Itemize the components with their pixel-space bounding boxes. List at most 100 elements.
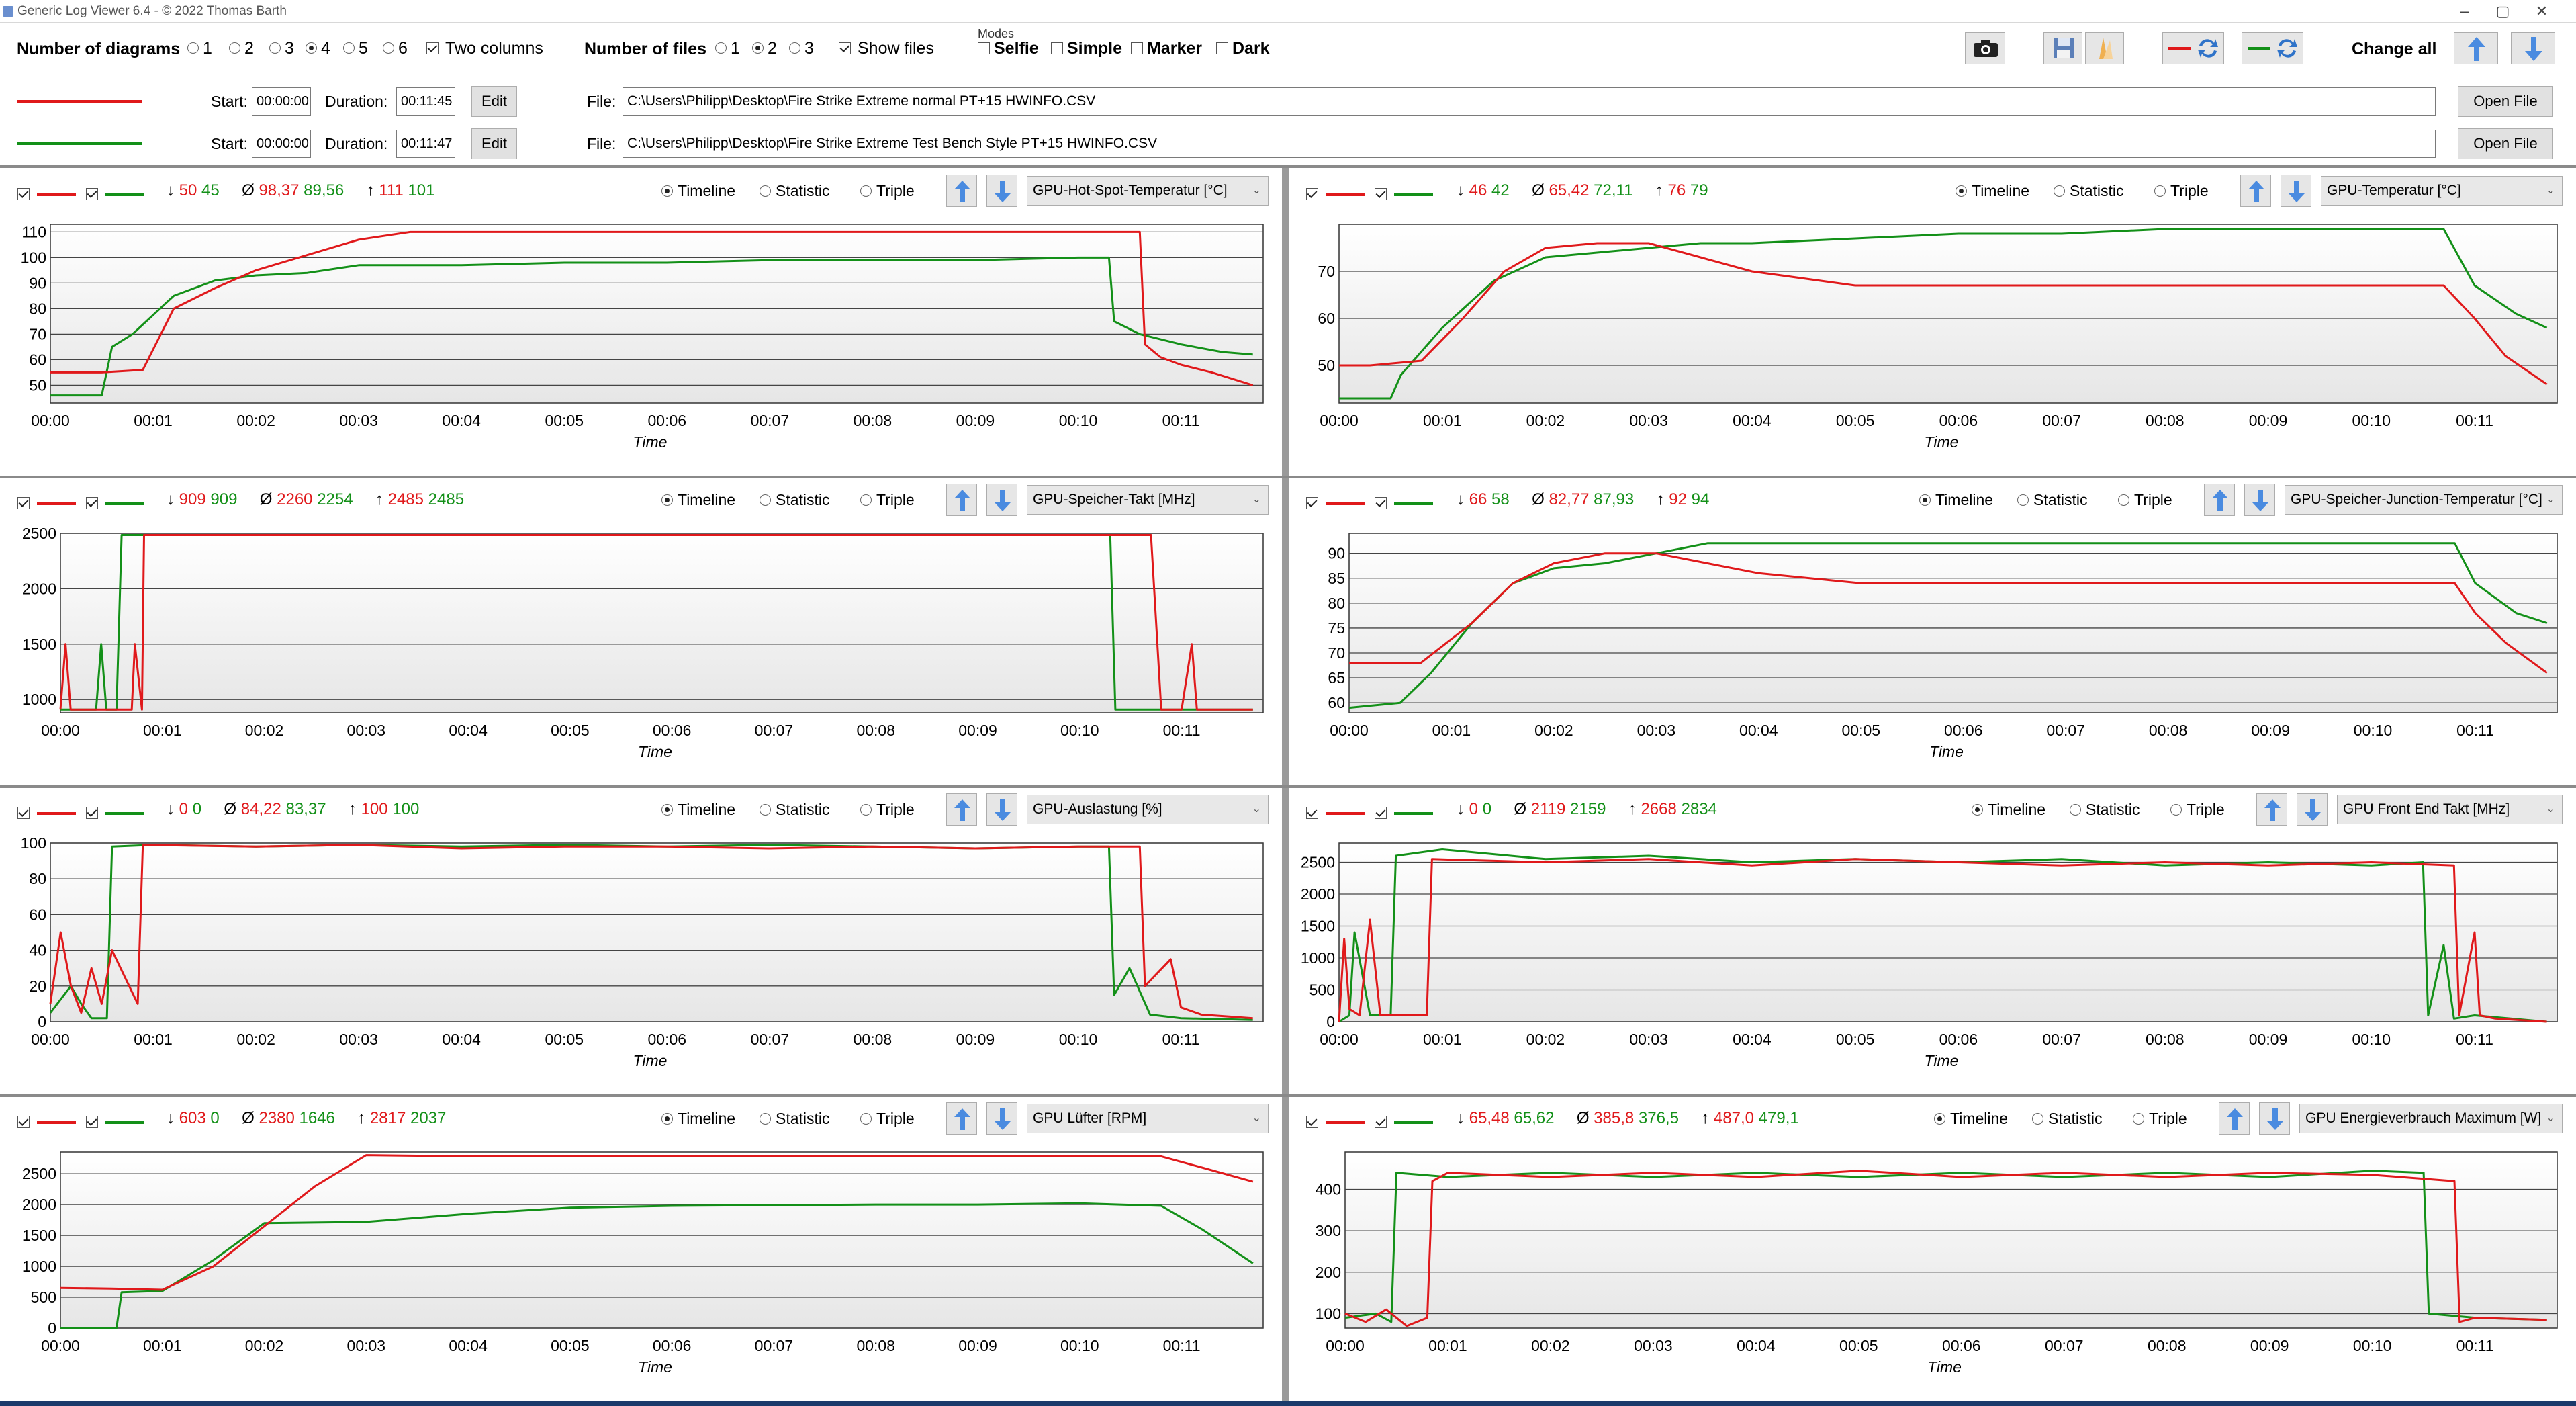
panel-up-button[interactable]	[946, 175, 977, 207]
diagram-count-radio-2[interactable]	[229, 42, 240, 54]
view-radio-triple[interactable]	[860, 494, 872, 506]
panel-up-button[interactable]	[2204, 484, 2235, 516]
view-radio-timeline[interactable]	[661, 804, 673, 816]
view-radio-statistic[interactable]	[760, 494, 771, 506]
swap-red-button[interactable]	[2162, 32, 2224, 64]
series-1-visible-checkbox[interactable]	[1306, 188, 1318, 200]
series-2-visible-checkbox[interactable]	[1375, 1116, 1387, 1128]
file-path-field[interactable]: C:\Users\Philipp\Desktop\Fire Strike Ext…	[623, 130, 2436, 158]
mode-checkbox-marker[interactable]	[1131, 42, 1143, 54]
panel-up-button[interactable]	[946, 1102, 977, 1135]
view-radio-timeline[interactable]	[661, 494, 673, 506]
panel-up-button[interactable]	[2240, 175, 2271, 207]
series-2-color-line	[105, 193, 144, 196]
panel-up-button[interactable]	[946, 793, 977, 826]
panel-down-button[interactable]	[2297, 793, 2328, 826]
panel-up-button[interactable]	[946, 484, 977, 516]
series-2-visible-checkbox[interactable]	[1375, 497, 1387, 509]
palette-button[interactable]	[2085, 32, 2124, 64]
view-radio-timeline[interactable]	[661, 185, 673, 197]
file-path-field[interactable]: C:\Users\Philipp\Desktop\Fire Strike Ext…	[623, 87, 2436, 116]
view-radio-statistic[interactable]	[2032, 1113, 2043, 1125]
view-radio-statistic[interactable]	[760, 804, 771, 816]
view-radio-timeline[interactable]	[1956, 185, 1967, 197]
diagram-count-radio-5[interactable]	[343, 42, 355, 54]
series-2-visible-checkbox[interactable]	[1375, 188, 1387, 200]
edit-button[interactable]: Edit	[471, 86, 517, 117]
file-count-radio-3[interactable]	[789, 42, 800, 54]
camera-button[interactable]	[1965, 32, 2005, 64]
diagram-count-radio-6[interactable]	[383, 42, 394, 54]
panel-down-button[interactable]	[986, 175, 1017, 207]
change-all-down-button[interactable]	[2511, 32, 2555, 64]
view-radio-statistic[interactable]	[760, 1113, 771, 1125]
view-radio-statistic[interactable]	[2070, 804, 2081, 816]
swap-green-button[interactable]	[2242, 32, 2303, 64]
sensor-select[interactable]: GPU-Speicher-Junction-Temperatur [°C] ⌄	[2285, 485, 2563, 515]
diagram-count-radio-3[interactable]	[269, 42, 281, 54]
view-radio-timeline[interactable]	[1934, 1113, 1945, 1125]
sensor-select[interactable]: GPU Lüfter [RPM] ⌄	[1027, 1104, 1269, 1133]
view-radio-triple[interactable]	[2118, 494, 2129, 506]
sensor-select[interactable]: GPU-Temperatur [°C] ⌄	[2321, 176, 2563, 206]
view-radio-timeline[interactable]	[661, 1113, 673, 1125]
view-radio-statistic[interactable]	[2017, 494, 2029, 506]
save-button[interactable]	[2043, 32, 2082, 64]
open-file-button[interactable]: Open File	[2458, 128, 2553, 159]
series-1-visible-checkbox[interactable]	[1306, 497, 1318, 509]
panel-down-button[interactable]	[986, 1102, 1017, 1135]
series-2-visible-checkbox[interactable]	[1375, 807, 1387, 819]
duration-field[interactable]: 00:11:47	[396, 130, 455, 158]
series-1-visible-checkbox[interactable]	[17, 188, 30, 200]
show-files-checkbox[interactable]	[839, 42, 851, 54]
series-1-visible-checkbox[interactable]	[17, 807, 30, 819]
panel-down-button[interactable]	[2244, 484, 2275, 516]
maximize-icon[interactable]: ▢	[2495, 3, 2510, 19]
series-1-visible-checkbox[interactable]	[17, 1116, 30, 1128]
view-radio-triple[interactable]	[860, 185, 872, 197]
change-all-up-button[interactable]	[2454, 32, 2498, 64]
view-radio-timeline[interactable]	[1919, 494, 1931, 506]
start-field[interactable]: 00:00:00	[252, 130, 311, 158]
edit-button[interactable]: Edit	[471, 128, 517, 159]
sensor-select[interactable]: GPU-Auslastung [%] ⌄	[1027, 795, 1269, 824]
series-1-visible-checkbox[interactable]	[1306, 807, 1318, 819]
view-radio-triple[interactable]	[860, 804, 872, 816]
diagram-count-radio-1[interactable]	[187, 42, 199, 54]
panel-down-button[interactable]	[986, 793, 1017, 826]
view-radio-statistic[interactable]	[760, 185, 771, 197]
mode-checkbox-simple[interactable]	[1051, 42, 1063, 54]
panel-down-button[interactable]	[2281, 175, 2311, 207]
sensor-select[interactable]: GPU-Speicher-Takt [MHz] ⌄	[1027, 485, 1269, 515]
start-field[interactable]: 00:00:00	[252, 87, 311, 116]
diagram-count-radio-4[interactable]	[306, 42, 317, 54]
panel-up-button[interactable]	[2256, 793, 2287, 826]
duration-field[interactable]: 00:11:45	[396, 87, 455, 116]
open-file-button[interactable]: Open File	[2458, 86, 2553, 117]
series-1-visible-checkbox[interactable]	[17, 497, 30, 509]
close-icon[interactable]: ✕	[2535, 3, 2548, 19]
series-2-visible-checkbox[interactable]	[86, 807, 98, 819]
file-count-radio-2[interactable]	[752, 42, 764, 54]
sensor-select[interactable]: GPU Front End Takt [MHz] ⌄	[2337, 795, 2563, 824]
file-count-radio-1[interactable]	[715, 42, 727, 54]
view-radio-triple[interactable]	[2133, 1113, 2144, 1125]
two-columns-checkbox[interactable]	[426, 42, 439, 54]
panel-down-button[interactable]	[986, 484, 1017, 516]
mode-checkbox-dark[interactable]	[1216, 42, 1228, 54]
series-2-visible-checkbox[interactable]	[86, 188, 98, 200]
view-radio-triple[interactable]	[860, 1113, 872, 1125]
panel-down-button[interactable]	[2259, 1102, 2290, 1135]
view-radio-triple[interactable]	[2170, 804, 2182, 816]
series-2-visible-checkbox[interactable]	[86, 1116, 98, 1128]
view-radio-triple[interactable]	[2154, 185, 2166, 197]
series-2-visible-checkbox[interactable]	[86, 497, 98, 509]
sensor-select[interactable]: GPU-Hot-Spot-Temperatur [°C] ⌄	[1027, 176, 1269, 206]
view-radio-statistic[interactable]	[2054, 185, 2065, 197]
view-radio-timeline[interactable]	[1972, 804, 1983, 816]
panel-up-button[interactable]	[2219, 1102, 2250, 1135]
minimize-icon[interactable]: –	[2460, 3, 2469, 19]
mode-checkbox-selfie[interactable]	[978, 42, 990, 54]
sensor-select[interactable]: GPU Energieverbrauch Maximum [W] ⌄	[2299, 1104, 2563, 1133]
series-1-visible-checkbox[interactable]	[1306, 1116, 1318, 1128]
